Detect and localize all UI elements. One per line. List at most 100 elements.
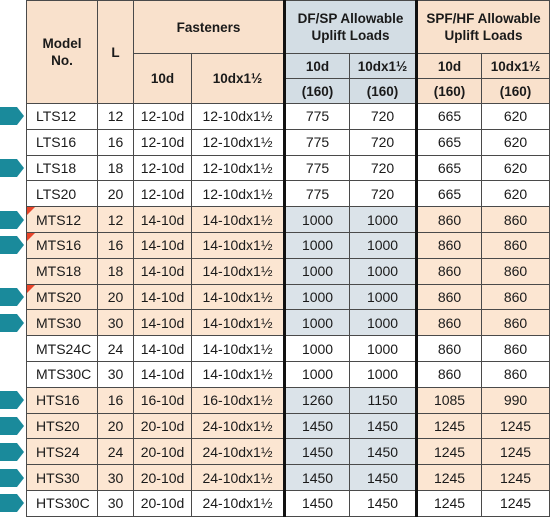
length-cell: 16 <box>97 231 134 259</box>
length-cell-text: 20 <box>107 417 124 434</box>
spf-10dx-cell-text: 860 <box>503 340 528 357</box>
model-cell: MTS24C <box>26 335 98 362</box>
df-10dx-cell: 1000 <box>349 231 419 259</box>
table-row: MTS30 30 14-10d 14-10dx1½ 1000 1000 860 860 <box>26 309 550 337</box>
header-df-10dx: 10dx1½ <box>349 53 419 79</box>
df-10d-cell: 775 <box>283 154 351 182</box>
length-cell-text: 24 <box>107 443 124 460</box>
model-cell-text: MTS24C <box>36 340 92 357</box>
length-cell: 24 <box>97 438 134 466</box>
fasteners-10d-cell: 14-10d <box>133 309 192 337</box>
length-cell: 16 <box>97 128 134 156</box>
fasteners-10d-cell-text: 20-10d <box>140 495 185 512</box>
df-10d-cell-text: 775 <box>305 108 330 125</box>
model-cell-text: HTS30 <box>36 469 80 486</box>
model-cell: MTS30 <box>26 309 98 337</box>
table-header: Model No. L Fasteners DF/SP Allowable Upli… <box>26 0 550 104</box>
df-10d-cell-text: 1000 <box>301 366 334 383</box>
df-10dx-cell-text: 1000 <box>366 263 399 280</box>
spf-10dx-cell-text: 1245 <box>499 417 532 434</box>
row-marker-icon <box>0 416 25 435</box>
df-10d-cell-text: 1000 <box>301 314 334 331</box>
table-row: MTS18 18 14-10d 14-10dx1½ 1000 1000 860 860 <box>26 257 550 285</box>
fasteners-10d-cell: 20-10d <box>133 412 192 440</box>
spf-10d-cell: 1085 <box>416 386 483 414</box>
table-row: HTS30 30 20-10d 24-10dx1½ 1450 1450 1245 1245 <box>26 464 550 491</box>
fasteners-10dx-cell: 12-10dx1½ <box>190 154 286 182</box>
df-10d-cell-text: 1000 <box>301 211 334 228</box>
spf-10d-cell: 1245 <box>416 489 483 517</box>
spf-10d-cell-text: 860 <box>437 314 462 331</box>
fasteners-10d-cell-text: 20-10d <box>140 443 185 460</box>
length-cell: 30 <box>97 464 134 491</box>
spf-10dx-cell-text: 620 <box>503 108 528 125</box>
spf-10d-cell: 665 <box>416 154 483 182</box>
model-cell-text: LTS18 <box>36 159 77 176</box>
spf-10d-cell: 665 <box>416 103 483 130</box>
df-10d-cell: 1000 <box>283 206 351 233</box>
spf-10d-cell: 665 <box>416 180 483 208</box>
spf-10d-cell: 860 <box>416 206 483 233</box>
df-10d-cell-text: 1450 <box>301 443 334 460</box>
df-10d-cell-text: 1450 <box>301 469 334 486</box>
spf-10dx-cell-text: 860 <box>503 288 528 305</box>
table-row: MTS12 12 14-10d 14-10dx1½ 1000 1000 860 860 <box>26 206 550 233</box>
df-10d-cell: 1000 <box>283 309 351 337</box>
df-10dx-cell-text: 1000 <box>366 340 399 357</box>
spf-10dx-cell-text: 1245 <box>499 495 532 512</box>
header-spf-10d-duration: (160) <box>416 78 483 104</box>
spf-10d-cell-text: 1245 <box>433 495 466 512</box>
df-10d-cell: 1000 <box>283 335 351 362</box>
spf-10d-cell-text: 1245 <box>433 469 466 486</box>
df-10dx-cell-text: 720 <box>370 159 395 176</box>
spf-10d-cell-text: 860 <box>437 288 462 305</box>
model-cell-text: LTS16 <box>36 134 77 151</box>
header-spf-10d: 10d <box>416 53 483 79</box>
uplift-load-table: Model No. L Fasteners DF/SP Allowable Upli… <box>26 0 550 517</box>
spf-10d-cell-text: 665 <box>437 185 462 202</box>
fasteners-10dx-cell-text: 24-10dx1½ <box>202 443 273 460</box>
fasteners-10d-cell-text: 14-10d <box>140 314 185 331</box>
fasteners-10dx-cell-text: 14-10dx1½ <box>202 314 273 331</box>
model-cell: LTS12 <box>26 103 98 130</box>
fasteners-10dx-cell-text: 12-10dx1½ <box>202 185 273 202</box>
table-row: HTS30C 30 20-10d 24-10dx1½ 1450 1450 1245 1245 <box>26 489 550 517</box>
fasteners-10dx-cell-text: 16-10dx1½ <box>202 392 273 409</box>
df-10d-cell-text: 1000 <box>301 340 334 357</box>
spf-10d-cell-text: 665 <box>437 134 462 151</box>
length-cell: 30 <box>97 489 134 517</box>
spf-10d-cell-text: 1245 <box>433 417 466 434</box>
df-10d-cell-text: 775 <box>305 185 330 202</box>
fasteners-10dx-cell: 12-10dx1½ <box>190 128 286 156</box>
spf-10d-cell: 860 <box>416 335 483 362</box>
header-spf-hf-uplift: SPF/HF Allowable Uplift Loads <box>416 0 550 54</box>
df-10dx-cell: 1000 <box>349 257 419 285</box>
spf-10dx-cell: 620 <box>481 128 550 156</box>
row-marker-icon <box>0 158 25 177</box>
df-10d-cell-text: 1000 <box>301 288 334 305</box>
df-10dx-cell-text: 1000 <box>366 211 399 228</box>
df-10d-cell: 1000 <box>283 231 351 259</box>
fasteners-10d-cell: 14-10d <box>133 335 192 362</box>
length-cell-text: 24 <box>107 340 124 357</box>
fasteners-10dx-cell-text: 14-10dx1½ <box>202 366 273 383</box>
fasteners-10dx-cell: 24-10dx1½ <box>190 464 286 491</box>
fasteners-10d-cell-text: 12-10d <box>140 134 185 151</box>
spf-10dx-cell-text: 620 <box>503 185 528 202</box>
df-10d-cell-text: 775 <box>305 159 330 176</box>
df-10dx-cell-text: 1450 <box>366 443 399 460</box>
spf-10d-cell-text: 860 <box>437 366 462 383</box>
spf-10dx-cell: 1245 <box>481 489 550 517</box>
spf-10dx-cell: 620 <box>481 154 550 182</box>
df-10dx-cell: 1450 <box>349 412 419 440</box>
model-cell: MTS20 <box>26 283 98 311</box>
table-row: LTS16 16 12-10d 12-10dx1½ 775 720 665 620 <box>26 128 550 156</box>
model-cell-text: MTS12 <box>36 211 82 228</box>
length-cell-text: 18 <box>107 159 124 176</box>
new-product-flag-icon <box>27 285 35 293</box>
fasteners-10d-cell-text: 14-10d <box>140 211 185 228</box>
spf-10dx-cell-text: 860 <box>503 366 528 383</box>
spf-10dx-cell-text: 990 <box>503 392 528 409</box>
spf-10dx-cell: 620 <box>481 180 550 208</box>
